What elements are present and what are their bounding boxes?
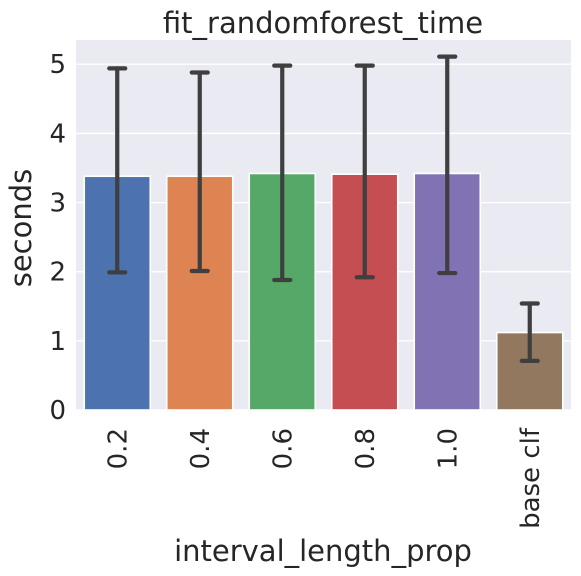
y-tick-label: 1 <box>49 327 66 357</box>
y-tick-label: 5 <box>49 50 66 80</box>
x-tick-label: 0.2 <box>103 428 133 469</box>
x-tick-labels: 0.2 0.4 0.6 0.8 1.0 base clf <box>103 427 546 529</box>
y-tick-label: 0 <box>49 396 66 426</box>
grid-lines <box>76 63 571 411</box>
error-bar <box>519 301 540 363</box>
error-bar <box>107 66 128 275</box>
y-axis-label: seconds <box>4 169 38 288</box>
x-tick-label: 0.8 <box>351 428 381 469</box>
x-axis-label: interval_length_prop <box>174 534 472 568</box>
chart-title: fit_randomforest_time <box>163 6 483 40</box>
plot-area <box>76 40 571 410</box>
x-tick-label: base clf <box>516 427 546 529</box>
y-tick-labels: 0 1 2 3 4 5 <box>49 50 66 426</box>
x-tick-label: 0.4 <box>186 428 216 469</box>
error-bar <box>189 70 210 274</box>
error-bar <box>437 54 458 276</box>
x-tick-label: 0.6 <box>268 428 298 469</box>
error-bars <box>107 54 540 363</box>
y-tick-label: 3 <box>49 189 66 219</box>
y-tick-label: 4 <box>49 119 66 149</box>
y-tick-label: 2 <box>49 258 66 288</box>
error-bar <box>354 63 375 280</box>
x-tick-label: 1.0 <box>433 428 463 469</box>
error-bar <box>272 63 293 283</box>
